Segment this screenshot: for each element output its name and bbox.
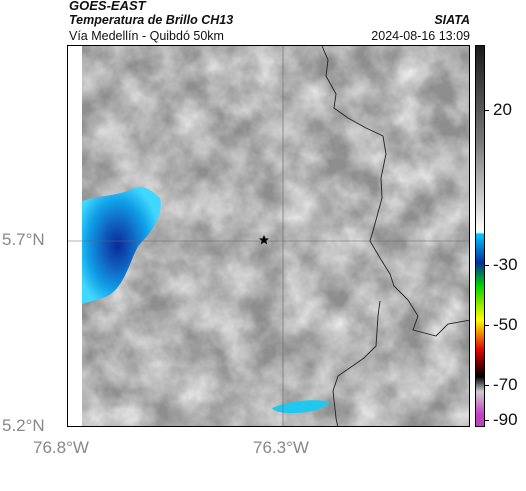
colorbar-tick-label: -90	[493, 410, 518, 429]
colorbar-tick-label: -30	[493, 255, 518, 274]
tick-mark	[485, 385, 489, 386]
cold-cloud-patch	[272, 400, 330, 413]
datetime-label: 2024-08-16 13:09	[371, 29, 470, 43]
tick-mark	[485, 325, 489, 326]
cold-cloud-region	[82, 186, 161, 304]
product-title: GOES-EAST	[69, 0, 146, 13]
tick-mark	[485, 420, 489, 421]
lat-label: 5.7°N	[2, 230, 45, 249]
colorbar-tick-label: 20	[493, 100, 512, 119]
colorbar	[475, 45, 485, 427]
boundary-line-south	[332, 300, 381, 426]
tick-mark	[485, 265, 489, 266]
boundary-line	[321, 46, 469, 337]
tick-mark	[485, 110, 489, 111]
lat-label: 5.2°N	[2, 416, 45, 435]
colorbar-tick-label: -50	[493, 315, 518, 334]
star-icon	[259, 235, 269, 245]
colorbar-tick-label: -70	[493, 375, 518, 394]
source-label: SIATA	[434, 13, 470, 27]
lon-label: 76.3°W	[253, 438, 309, 457]
satellite-map	[67, 45, 470, 427]
area-label: Vía Medellín - Quibdó 50km	[69, 29, 224, 43]
lon-label: 76.8°W	[33, 438, 89, 457]
product-subtitle: Temperatura de Brillo CH13	[69, 13, 234, 27]
map-canvas	[68, 46, 469, 426]
